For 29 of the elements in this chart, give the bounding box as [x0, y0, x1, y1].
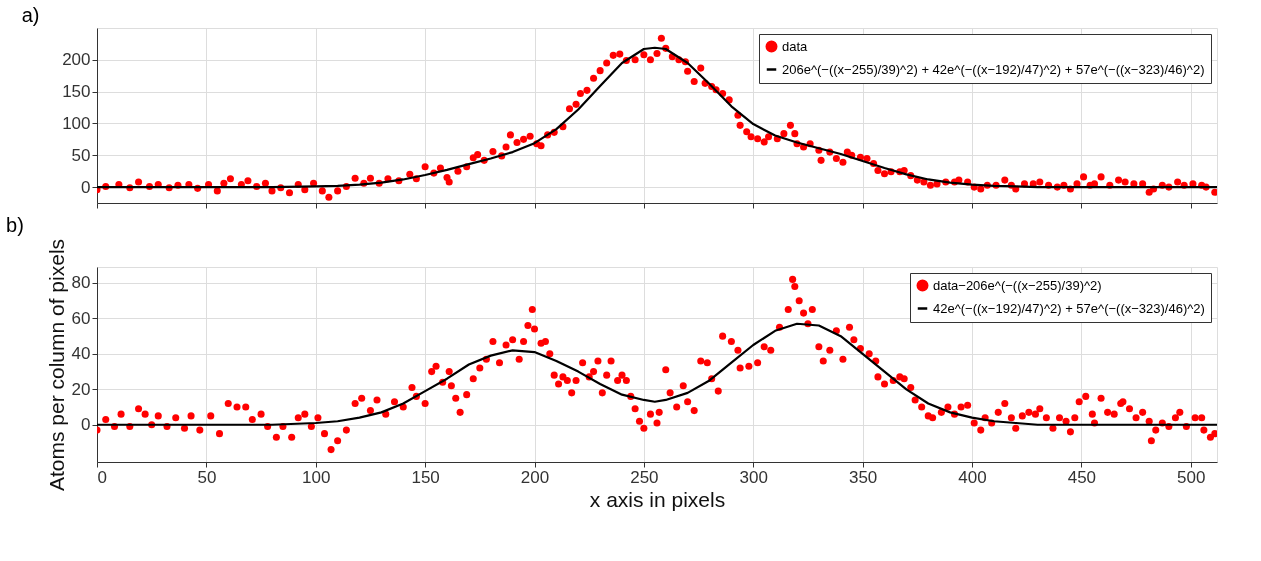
- y-tick-label: 20: [71, 379, 91, 399]
- y-tick-label: 150: [62, 82, 91, 102]
- chart-title: b): [6, 214, 24, 237]
- x-tick-label: 450: [1067, 467, 1097, 487]
- y-tick-label: 0: [81, 415, 91, 435]
- y-tick-label: 0: [81, 177, 91, 197]
- x-axis-title: x axis in pixels: [589, 487, 726, 511]
- x-tick-label: 400: [958, 467, 987, 487]
- y-tick-label: 60: [71, 308, 91, 328]
- x-tick-label: 100: [302, 467, 331, 487]
- y-tick-label: 100: [62, 113, 91, 133]
- x-tick-label: 250: [630, 467, 659, 487]
- x-tick-label: 500: [1177, 467, 1206, 487]
- y-tick-label: 200: [62, 50, 91, 70]
- y-axis-title: Atoms per column of pixels: [44, 238, 68, 492]
- legend-label: data: [782, 38, 809, 54]
- x-tick-label: 350: [848, 467, 878, 487]
- y-tick-label: 80: [71, 273, 91, 293]
- legend-label: data−206e^(−((x−255)/39)^2): [933, 277, 1102, 293]
- y-tick-label: 40: [71, 344, 91, 364]
- y-tick-label: 50: [71, 145, 91, 165]
- x-tick-label: 300: [739, 467, 768, 487]
- x-tick-label: 50: [197, 467, 217, 487]
- legend-label: 206e^(−((x−255)/39)^2) + 42e^(−((x−192)/47)^2) + 57e^(−((x−323)/46)^2): [782, 61, 1205, 77]
- x-tick-label: 200: [520, 467, 550, 487]
- legend-label: 42e^(−((x−192)/47)^2) + 57e^(−((x−323)/46)^2): [933, 300, 1205, 316]
- x-tick-label: 0: [97, 467, 107, 487]
- chart-title: a): [21, 4, 40, 26]
- x-tick-label: 150: [411, 467, 440, 487]
